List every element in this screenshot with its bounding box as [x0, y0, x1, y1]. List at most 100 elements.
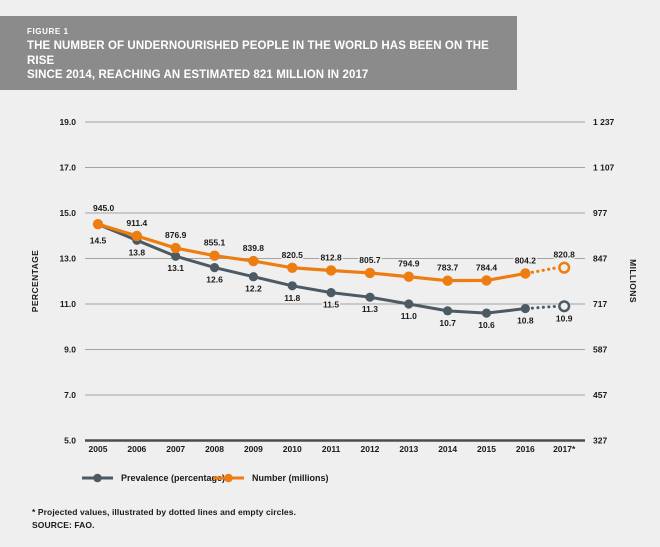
right-axis-title: MILLIONS [628, 259, 638, 303]
data-label: 784.4 [476, 262, 498, 272]
left-axis-tick-label: 5.0 [64, 436, 76, 446]
right-axis-tick-label: 977 [593, 208, 607, 218]
data-label: 14.5 [90, 235, 107, 245]
left-axis-tick-label: 13.0 [59, 254, 76, 264]
data-label: 10.8 [517, 316, 534, 326]
data-point [170, 242, 181, 254]
undernourishment-line-chart: 19.0 1 237 17.0 1 107 15.0 977 13.0 847 11.0 717 9… [30, 117, 638, 483]
right-axis-tick-label: 327 [593, 436, 607, 446]
data-label: 11.3 [362, 304, 378, 314]
data-point [365, 292, 375, 302]
data-point [520, 303, 530, 314]
data-point [481, 308, 492, 318]
legend: Prevalence (percentage) Number (millions) [82, 473, 329, 483]
data-point [209, 250, 220, 261]
data-point [92, 219, 104, 230]
data-label: 855.1 [204, 238, 226, 248]
data-label: 805.7 [359, 255, 381, 265]
data-label: 945.0 [93, 203, 115, 213]
data-label: 13.8 [129, 247, 146, 257]
data-label: 10.6 [478, 320, 495, 330]
gridlines [85, 121, 585, 442]
legend-label: Prevalence (percentage) [121, 473, 225, 483]
data-point [403, 271, 414, 282]
projected-data-point [558, 261, 571, 274]
figure-title-line-2: SINCE 2014, REACHING AN ESTIMATED 821 MI… [27, 69, 369, 81]
legend-item-prevalence: Prevalence (percentage) [82, 473, 225, 483]
x-axis-tick-label: 2009 [244, 444, 263, 454]
right-axis-tick-label: 1 237 [593, 117, 615, 127]
data-label: 820.8 [554, 250, 576, 260]
data-point [248, 272, 258, 282]
data-point [520, 268, 531, 279]
data-label: 911.4 [126, 218, 147, 228]
data-point [248, 255, 259, 267]
x-axis-tick-label: 2017* [553, 444, 576, 454]
left-axis-tick-label: 17.0 [59, 163, 76, 173]
footnote-source: SOURCE: FAO. [32, 520, 95, 530]
series-line [97, 222, 526, 283]
footnote-projected-note: * Projected values, illustrated by dotte… [32, 507, 297, 517]
data-point [443, 306, 453, 316]
data-label: 10.9 [556, 313, 573, 323]
figure-header: FIGURE 1 THE NUMBER OF UNDERNOURISHED PE… [0, 16, 517, 90]
data-label: 876.9 [165, 230, 187, 240]
x-axis-tick-label: 2015 [477, 444, 496, 454]
data-point [287, 281, 297, 291]
projected-dotted-segment [530, 304, 559, 310]
data-label: 812.8 [320, 252, 342, 262]
data-label: 783.7 [437, 263, 459, 273]
x-axis-tick-label: 2005 [89, 444, 108, 454]
footnote: * Projected values, illustrated by dotte… [32, 506, 296, 532]
left-axis-tick-label: 15.0 [59, 208, 76, 218]
axis-tick-labels: 19.0 1 237 17.0 1 107 15.0 977 13.0 847 11.0 717 9… [59, 117, 614, 446]
legend-label: Number (millions) [252, 473, 329, 483]
left-axis-tick-label: 9.0 [64, 345, 76, 355]
data-label: 13.1 [167, 263, 184, 273]
right-axis-tick-label: 587 [593, 345, 607, 355]
right-axis-tick-label: 457 [593, 390, 607, 400]
data-label: 820.5 [282, 250, 304, 260]
left-axis-tick-label: 11.0 [60, 299, 76, 309]
left-axis-title: PERCENTAGE [30, 250, 40, 312]
figure-title: THE NUMBER OF UNDERNOURISHED PEOPLE IN T… [27, 39, 507, 83]
data-point [326, 288, 336, 298]
left-axis-tick-label: 19.0 [59, 117, 76, 127]
right-axis-tick-label: 1 107 [593, 163, 615, 173]
x-axis-tick-label: 2016 [516, 444, 535, 454]
data-point [404, 299, 414, 309]
data-label: 839.8 [243, 243, 265, 253]
data-point [131, 230, 143, 242]
data-label: 11.0 [401, 311, 417, 321]
data-point [209, 263, 220, 273]
data-point [442, 275, 453, 286]
data-point [481, 275, 492, 286]
data-label: 12.6 [206, 275, 223, 285]
data-point [364, 267, 376, 279]
data-label: 10.7 [439, 318, 456, 328]
projected-data-point [558, 300, 571, 313]
data-label: 794.9 [398, 259, 420, 269]
series-line [97, 222, 526, 315]
x-axis-tick-label: 2011 [322, 444, 341, 454]
x-axis-tick-label: 2012 [360, 444, 379, 454]
legend-dot [224, 473, 233, 483]
data-label: 11.5 [323, 300, 339, 310]
x-axis-tick-label: 2007 [166, 444, 185, 454]
data-label: 11.8 [284, 293, 300, 303]
right-axis-tick-label: 717 [593, 299, 607, 309]
data-point [171, 251, 181, 261]
data-point [325, 265, 337, 276]
left-axis-tick-label: 7.0 [64, 390, 76, 400]
x-axis-tick-label: 2013 [399, 444, 418, 454]
projected-dotted-segment [530, 266, 559, 274]
legend-dot [93, 473, 102, 483]
series-number: 945.0 911.4 876.9 855.1 839.8 820.5 812.8 805.7… [92, 202, 577, 286]
x-axis-tick-label: 2006 [127, 444, 146, 454]
right-axis-tick-label: 847 [593, 254, 607, 264]
legend-item-number: Number (millions) [213, 473, 329, 483]
x-axis-tick-label: 2014 [438, 444, 457, 454]
figure-number: FIGURE 1 [27, 27, 69, 36]
x-axis-tick-label: 2008 [205, 444, 224, 454]
